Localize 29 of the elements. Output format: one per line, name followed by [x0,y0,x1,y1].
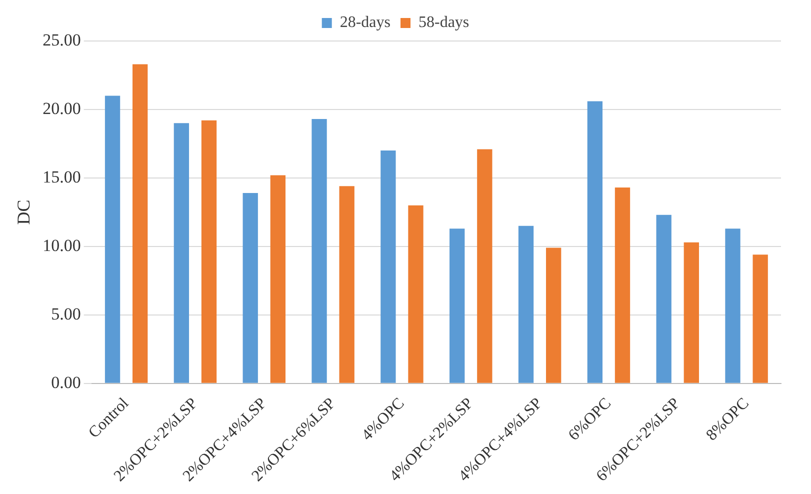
bar [270,175,286,383]
legend-label: 58-days [418,14,470,32]
y-tick-label: 20.00 [42,98,81,118]
bar [132,64,148,383]
y-tick-label: 0.00 [51,372,81,392]
y-tick-label: 10.00 [42,236,81,255]
bar [518,226,534,383]
y-tick-label: 15.00 [42,167,81,186]
bar [242,193,258,383]
legend-label: 28-days [340,14,390,32]
bar [339,186,354,383]
y-tick-label: 25.00 [42,30,81,50]
bar [201,120,217,383]
bar [614,188,630,383]
y-tick-label: 5.00 [51,304,81,324]
bar [312,119,327,383]
bar [752,254,768,383]
bar [174,123,190,383]
bar [587,101,603,383]
y-axis-title: DC [14,200,34,225]
bar [477,149,492,383]
bar [546,248,562,383]
bar [725,228,740,383]
bar [380,150,396,383]
bar [684,242,699,383]
bar [450,228,465,383]
bar [656,214,672,383]
bar [408,205,424,383]
bar [104,96,120,383]
